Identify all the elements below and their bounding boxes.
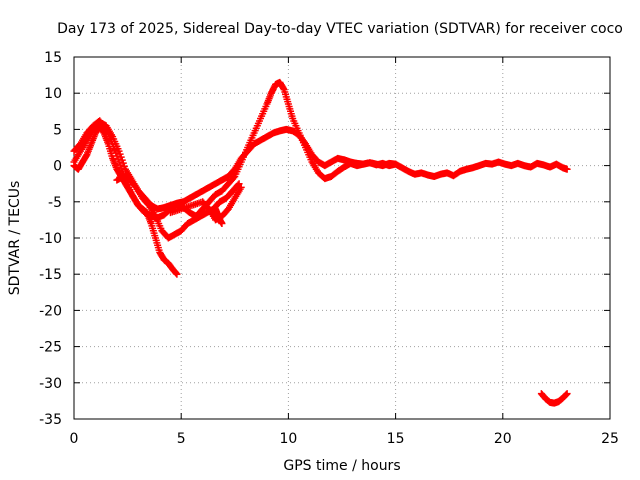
data-point <box>230 174 238 182</box>
y-tick-label: 10 <box>44 86 62 102</box>
y-tick-label: 5 <box>53 122 62 138</box>
x-tick-label: 15 <box>387 431 405 447</box>
x-tick-label: 20 <box>494 431 512 447</box>
y-tick-label: -30 <box>39 376 62 392</box>
y-tick-label: -10 <box>39 231 62 247</box>
y-tick-label: -15 <box>39 267 62 283</box>
series-track-e <box>166 183 245 224</box>
x-axis-label: GPS time / hours <box>283 458 400 474</box>
y-tick-label: 0 <box>53 159 62 175</box>
x-tick-label: 0 <box>70 431 79 447</box>
x-tick-label: 25 <box>601 431 619 447</box>
x-tick-labels: 0 5 10 15 20 25 <box>70 431 619 447</box>
y-tick-label: -35 <box>39 412 62 428</box>
series-track-c <box>70 122 181 278</box>
data-points <box>70 78 571 407</box>
data-point <box>173 270 181 278</box>
y-tick-label: 15 <box>44 50 62 66</box>
x-tick-label: 5 <box>177 431 186 447</box>
series-track-g <box>537 390 571 407</box>
y-tick-label: -5 <box>48 195 62 211</box>
chart-title: Day 173 of 2025, Sidereal Day-to-day VTE… <box>57 21 623 37</box>
y-axis-label: SDTVAR / TECUs <box>7 181 23 296</box>
y-tick-labels: 15 10 5 0 -5 -10 -15 -20 -25 -30 -35 <box>39 50 62 428</box>
data-point <box>563 165 571 173</box>
y-tick-label: -20 <box>39 303 62 319</box>
data-point <box>235 180 243 188</box>
data-point <box>563 390 571 398</box>
axis-ticks <box>73 56 611 420</box>
data-point <box>392 160 400 168</box>
data-point <box>218 220 226 228</box>
data-point <box>237 183 245 191</box>
series-track-f <box>212 205 226 228</box>
x-tick-label: 10 <box>279 431 297 447</box>
y-tick-label: -25 <box>39 340 62 356</box>
